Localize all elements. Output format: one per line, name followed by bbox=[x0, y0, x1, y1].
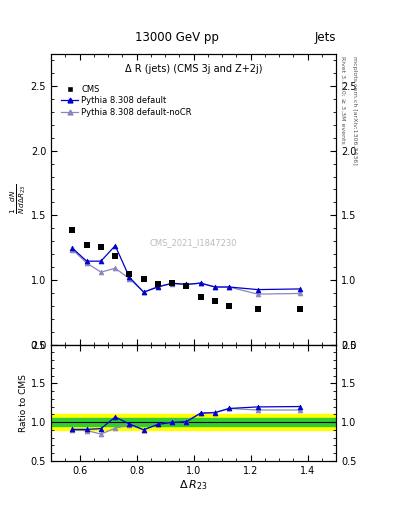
Text: mcplots.cern.ch [arXiv:1306.3436]: mcplots.cern.ch [arXiv:1306.3436] bbox=[352, 56, 357, 165]
Text: Jets: Jets bbox=[314, 31, 336, 44]
Point bbox=[226, 302, 232, 310]
Point bbox=[112, 252, 118, 260]
Point bbox=[169, 279, 175, 287]
Point bbox=[155, 280, 161, 288]
Text: Rivet 3.1.10; ≥ 3.3M events: Rivet 3.1.10; ≥ 3.3M events bbox=[341, 56, 346, 144]
X-axis label: $\Delta\,R_{23}$: $\Delta\,R_{23}$ bbox=[179, 478, 208, 492]
Bar bbox=[51, 418, 336, 426]
Point bbox=[198, 292, 204, 301]
Y-axis label: Ratio to CMS: Ratio to CMS bbox=[19, 374, 28, 432]
Point bbox=[69, 226, 75, 234]
Text: 13000 GeV pp: 13000 GeV pp bbox=[135, 31, 219, 44]
Legend: CMS, Pythia 8.308 default, Pythia 8.308 default-noCR: CMS, Pythia 8.308 default, Pythia 8.308 … bbox=[58, 81, 195, 120]
Point bbox=[297, 305, 303, 313]
Text: Δ R (jets) (CMS 3j and Z+2j): Δ R (jets) (CMS 3j and Z+2j) bbox=[125, 64, 262, 74]
Point bbox=[141, 274, 147, 283]
Point bbox=[255, 305, 261, 313]
Y-axis label: $\frac{1}{N}\frac{dN}{d\Delta R_{23}}$: $\frac{1}{N}\frac{dN}{d\Delta R_{23}}$ bbox=[8, 184, 28, 214]
Point bbox=[212, 296, 218, 305]
Point bbox=[126, 270, 132, 278]
Bar bbox=[51, 414, 336, 430]
Point bbox=[183, 282, 189, 290]
Point bbox=[98, 243, 104, 251]
Text: CMS_2021_I1847230: CMS_2021_I1847230 bbox=[150, 238, 237, 247]
Point bbox=[84, 241, 90, 249]
